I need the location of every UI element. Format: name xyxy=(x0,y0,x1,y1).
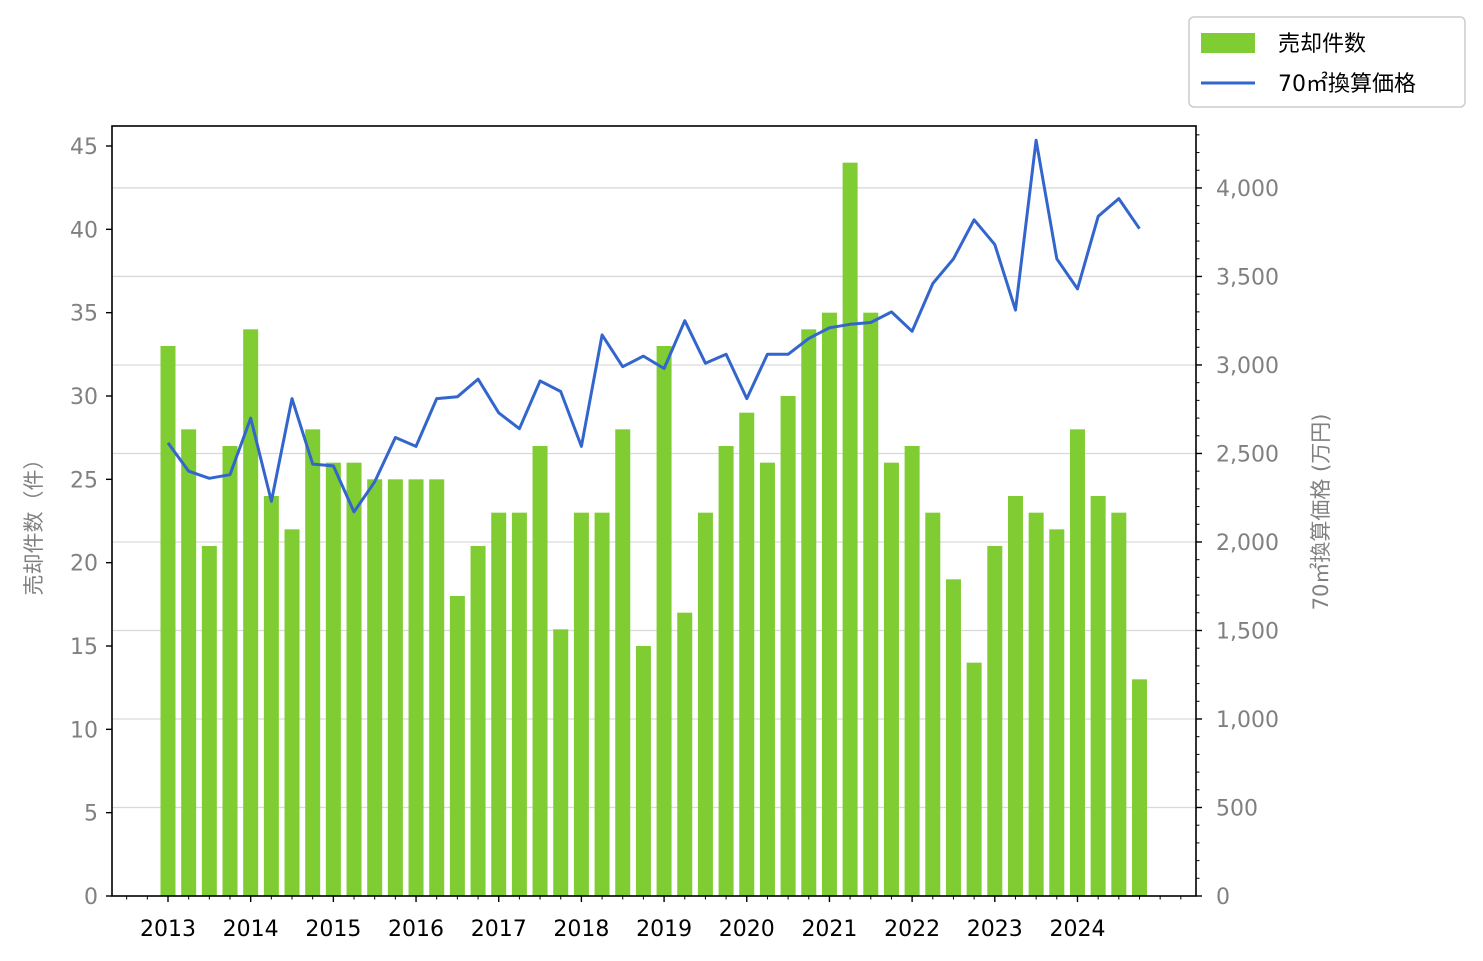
right-axis-title: 70㎡換算価格 (万円) xyxy=(1309,414,1333,611)
left-tick-label: 25 xyxy=(70,468,98,493)
bar xyxy=(553,629,569,896)
bar xyxy=(801,329,817,896)
right-tick-label: 0 xyxy=(1216,885,1230,910)
bar xyxy=(284,529,300,896)
x-tick-label: 2016 xyxy=(388,917,444,942)
bar xyxy=(181,429,197,896)
bar xyxy=(987,546,1003,896)
bar xyxy=(594,512,610,896)
left-tick-label: 35 xyxy=(70,302,98,327)
bar xyxy=(1069,429,1085,896)
bar xyxy=(263,496,279,896)
plot-frame xyxy=(111,125,1197,897)
left-tick-label: 0 xyxy=(84,885,98,910)
left-tick-label: 15 xyxy=(70,635,98,660)
bar-series xyxy=(160,162,1147,897)
x-tick-label: 2015 xyxy=(305,917,361,942)
bar xyxy=(387,479,403,896)
x-tick-label: 2017 xyxy=(471,917,527,942)
bar xyxy=(491,512,507,896)
bar xyxy=(1090,496,1106,896)
bar xyxy=(346,462,362,896)
bar xyxy=(325,462,341,896)
right-tick-label: 1,000 xyxy=(1216,708,1279,733)
legend-box xyxy=(1188,16,1466,108)
bar xyxy=(243,329,259,896)
bar xyxy=(573,512,589,896)
bar xyxy=(408,479,424,896)
bar xyxy=(677,612,693,896)
left-tick-label: 5 xyxy=(84,802,98,827)
left-tick-label: 10 xyxy=(70,718,98,743)
bar xyxy=(739,412,755,896)
bar xyxy=(160,346,176,896)
bar xyxy=(1049,529,1065,896)
bar xyxy=(945,579,961,896)
x-tick-label: 2023 xyxy=(967,917,1023,942)
bar xyxy=(656,346,672,896)
bar xyxy=(697,512,713,896)
left-tick-label: 30 xyxy=(70,385,98,410)
x-tick-label: 2013 xyxy=(140,917,196,942)
bar xyxy=(367,479,383,896)
bar xyxy=(635,646,651,896)
x-tick-label: 2018 xyxy=(553,917,609,942)
right-tick-label: 2,500 xyxy=(1216,442,1279,467)
bar xyxy=(821,312,837,897)
x-tick-label: 2020 xyxy=(719,917,775,942)
bar xyxy=(1111,512,1127,896)
right-tick-label: 4,000 xyxy=(1216,177,1279,202)
bar xyxy=(863,312,879,897)
left-axis-title: 売却件数（件） xyxy=(22,449,46,596)
left-tick-label: 20 xyxy=(70,552,98,577)
bar xyxy=(222,446,238,896)
price-line xyxy=(166,138,1141,514)
bar xyxy=(883,462,899,896)
x-tick-label: 2021 xyxy=(801,917,857,942)
bar xyxy=(470,546,486,896)
x-tick-label: 2019 xyxy=(636,917,692,942)
bar xyxy=(615,429,631,896)
right-tick-label: 1,500 xyxy=(1216,619,1279,644)
bar xyxy=(718,446,734,896)
bar xyxy=(759,462,775,896)
left-tick-label: 45 xyxy=(70,135,98,160)
x-axis-ticks: 2013 2014 2015 2016 2017 2018 2019 2020 2021 2022… xyxy=(126,896,1182,942)
bar xyxy=(842,162,858,896)
bar xyxy=(429,479,445,896)
bar xyxy=(904,446,920,896)
right-tick-label: 3,000 xyxy=(1216,354,1279,379)
bar xyxy=(305,429,321,896)
x-tick-label: 2014 xyxy=(223,917,279,942)
right-tick-label: 500 xyxy=(1216,796,1258,821)
bar xyxy=(925,512,941,896)
bar xyxy=(966,662,982,896)
legend-label-line: 70㎡換算価格 xyxy=(1278,71,1416,97)
right-tick-label: 2,000 xyxy=(1216,531,1279,556)
right-axis-ticks: 0 500 1,000 1,500 2,000 2,500 3,000 3,500 4,000 xyxy=(1196,134,1279,910)
bar xyxy=(1131,679,1147,896)
bar xyxy=(511,512,527,896)
bar xyxy=(532,446,548,896)
legend-label-bars: 売却件数 xyxy=(1278,32,1366,57)
bar xyxy=(449,596,465,896)
left-axis-ticks: 0 5 10 15 20 25 30 35 40 45 xyxy=(70,135,112,910)
x-tick-label: 2022 xyxy=(884,917,940,942)
left-tick-label: 40 xyxy=(70,218,98,243)
bar xyxy=(1028,512,1044,896)
legend-bar-swatch xyxy=(1201,33,1255,53)
bar xyxy=(201,546,217,896)
bar xyxy=(780,396,796,896)
x-tick-label: 2024 xyxy=(1049,917,1105,942)
right-tick-label: 3,500 xyxy=(1216,265,1279,290)
legend: 売却件数 70㎡換算価格 xyxy=(1188,16,1466,108)
bar xyxy=(1007,496,1023,896)
